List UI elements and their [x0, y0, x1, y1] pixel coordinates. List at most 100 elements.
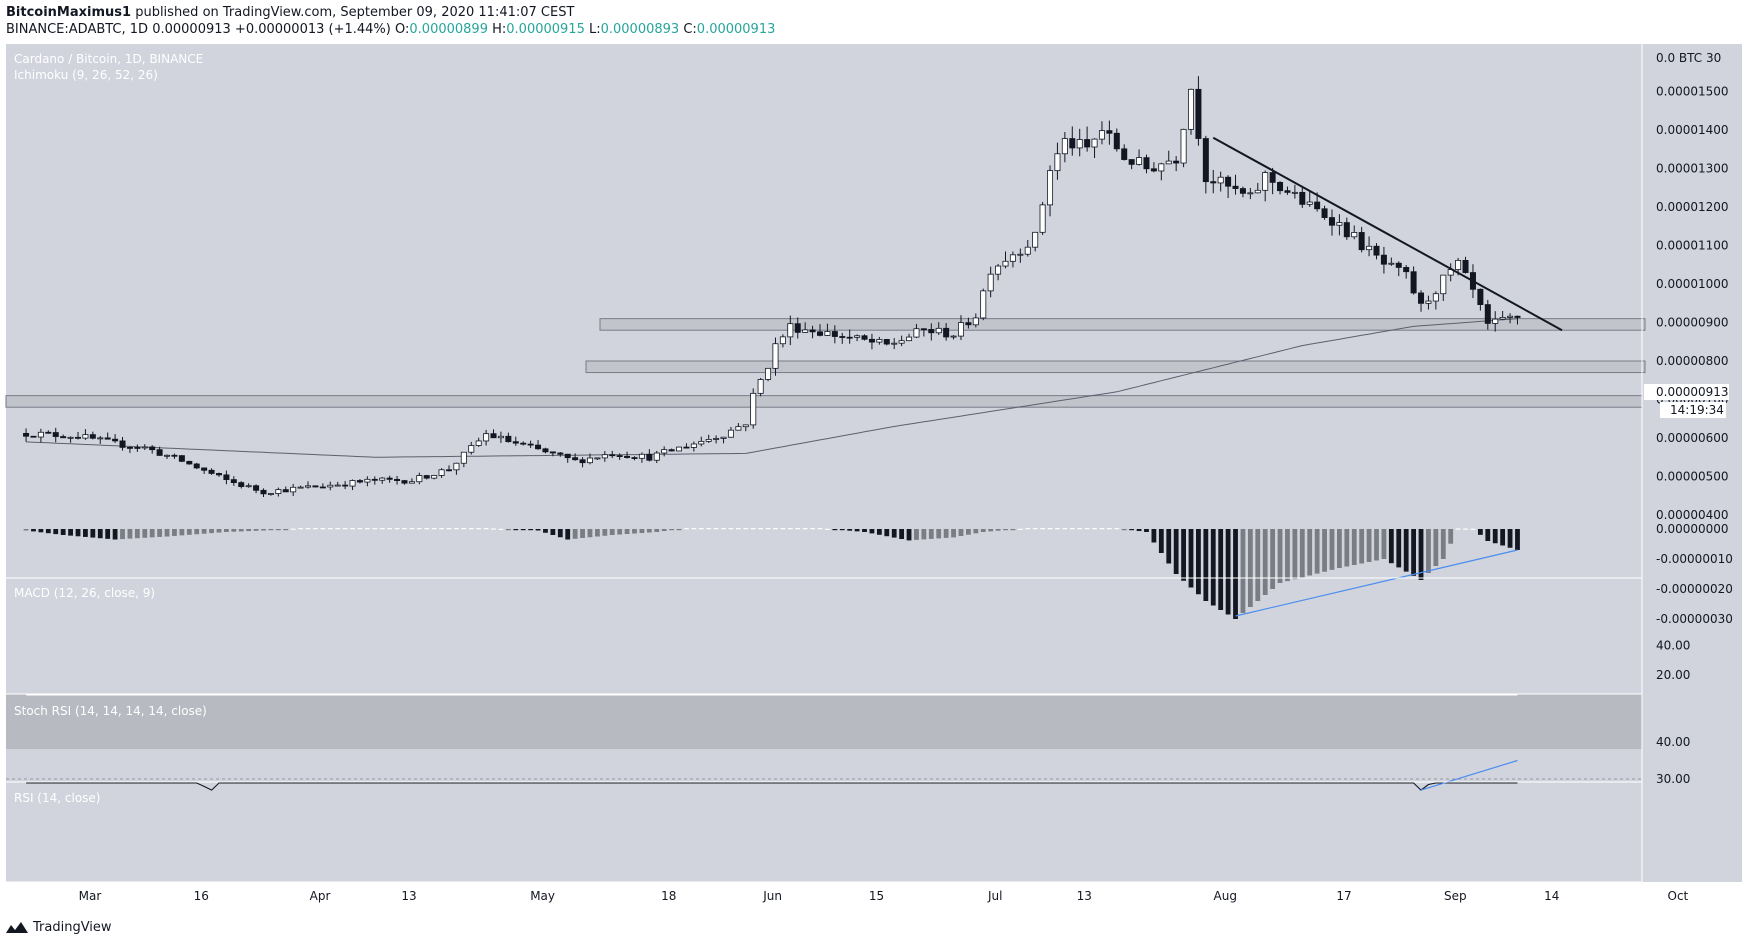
- author-name[interactable]: BitcoinMaximus1: [6, 5, 132, 20]
- candle[interactable]: [356, 479, 363, 484]
- candle[interactable]: [1262, 170, 1269, 202]
- candle[interactable]: [386, 475, 393, 483]
- candle[interactable]: [186, 460, 193, 465]
- candle[interactable]: [1150, 162, 1157, 173]
- candle[interactable]: [260, 488, 267, 497]
- candle[interactable]: [1121, 144, 1128, 161]
- macd-legend[interactable]: MACD (12, 26, close, 9): [14, 586, 155, 600]
- rsi-line[interactable]: [26, 782, 1518, 791]
- support-zone[interactable]: [5, 395, 1643, 408]
- candle[interactable]: [698, 436, 705, 447]
- candle[interactable]: [1284, 186, 1291, 195]
- candle[interactable]: [349, 479, 356, 491]
- candle[interactable]: [661, 446, 668, 457]
- candle[interactable]: [957, 315, 964, 341]
- candle[interactable]: [1128, 159, 1135, 170]
- candle[interactable]: [616, 453, 623, 460]
- candle[interactable]: [1299, 186, 1306, 208]
- candle[interactable]: [1336, 214, 1343, 236]
- candle[interactable]: [208, 468, 215, 475]
- candle[interactable]: [37, 428, 44, 443]
- candle[interactable]: [742, 424, 749, 432]
- candle[interactable]: [668, 448, 675, 452]
- candle[interactable]: [727, 426, 734, 438]
- candle[interactable]: [67, 436, 74, 443]
- candle[interactable]: [1195, 76, 1202, 146]
- candle[interactable]: [690, 441, 697, 452]
- candle[interactable]: [950, 335, 957, 340]
- candle[interactable]: [423, 474, 430, 480]
- candle[interactable]: [1254, 182, 1261, 194]
- candle[interactable]: [1269, 167, 1276, 195]
- candle[interactable]: [156, 446, 163, 456]
- candle[interactable]: [1017, 248, 1024, 263]
- candle[interactable]: [965, 317, 972, 329]
- candle[interactable]: [520, 441, 527, 446]
- candle[interactable]: [134, 444, 141, 452]
- candle[interactable]: [624, 451, 631, 459]
- candle[interactable]: [223, 470, 230, 485]
- price-chart[interactable]: 0.00001500 0.00001400 0.00001300 0.00001200…: [0, 44, 1742, 914]
- candle[interactable]: [1180, 128, 1187, 168]
- candle[interactable]: [809, 325, 816, 339]
- candle[interactable]: [817, 324, 824, 337]
- candle[interactable]: [297, 485, 304, 489]
- candle[interactable]: [1113, 128, 1120, 152]
- candle[interactable]: [891, 338, 898, 350]
- candle[interactable]: [282, 486, 289, 493]
- candle[interactable]: [267, 493, 274, 496]
- stoch-rsi-legend[interactable]: Stoch RSI (14, 14, 14, 14, close): [14, 704, 207, 718]
- candle[interactable]: [334, 481, 341, 487]
- candle[interactable]: [1351, 225, 1358, 240]
- candle[interactable]: [475, 437, 482, 447]
- footer-brand[interactable]: TradingView: [33, 920, 112, 935]
- candle[interactable]: [906, 333, 913, 342]
- candle[interactable]: [572, 453, 579, 461]
- candle[interactable]: [898, 335, 905, 347]
- candle[interactable]: [1306, 190, 1313, 207]
- candle[interactable]: [1321, 205, 1328, 220]
- candle[interactable]: [245, 483, 252, 488]
- candle[interactable]: [126, 446, 133, 453]
- candle[interactable]: [1173, 156, 1180, 172]
- candle[interactable]: [497, 431, 504, 443]
- candle[interactable]: [1061, 132, 1068, 163]
- candle[interactable]: [1039, 201, 1046, 235]
- candle[interactable]: [193, 462, 200, 470]
- candle[interactable]: [1024, 239, 1031, 257]
- candle[interactable]: [171, 453, 178, 459]
- candle[interactable]: [868, 333, 875, 350]
- candle[interactable]: [1069, 126, 1076, 156]
- candle[interactable]: [579, 457, 586, 468]
- candle[interactable]: [1091, 138, 1098, 159]
- candle[interactable]: [178, 455, 185, 463]
- candle[interactable]: [1477, 288, 1484, 311]
- candle[interactable]: [1106, 120, 1113, 145]
- candle[interactable]: [638, 452, 645, 463]
- candle[interactable]: [1343, 217, 1350, 240]
- candle[interactable]: [364, 476, 371, 487]
- candle[interactable]: [557, 452, 564, 457]
- candle[interactable]: [1136, 149, 1143, 166]
- candle[interactable]: [416, 472, 423, 485]
- candle[interactable]: [75, 432, 82, 440]
- candle[interactable]: [1277, 181, 1284, 195]
- candle[interactable]: [1366, 236, 1373, 257]
- candle[interactable]: [164, 454, 171, 459]
- candle[interactable]: [542, 447, 549, 454]
- candle[interactable]: [750, 388, 757, 429]
- candle[interactable]: [765, 367, 772, 382]
- candle[interactable]: [1388, 257, 1395, 266]
- candle[interactable]: [735, 423, 742, 431]
- candle[interactable]: [935, 322, 942, 335]
- candle[interactable]: [215, 472, 222, 477]
- candle[interactable]: [1462, 256, 1469, 274]
- candle[interactable]: [97, 435, 104, 444]
- candle[interactable]: [1492, 311, 1499, 332]
- candle[interactable]: [1418, 290, 1425, 312]
- candle[interactable]: [1143, 154, 1150, 174]
- candle[interactable]: [119, 436, 126, 451]
- candle[interactable]: [305, 481, 312, 489]
- candle[interactable]: [883, 338, 890, 346]
- candle[interactable]: [408, 478, 415, 484]
